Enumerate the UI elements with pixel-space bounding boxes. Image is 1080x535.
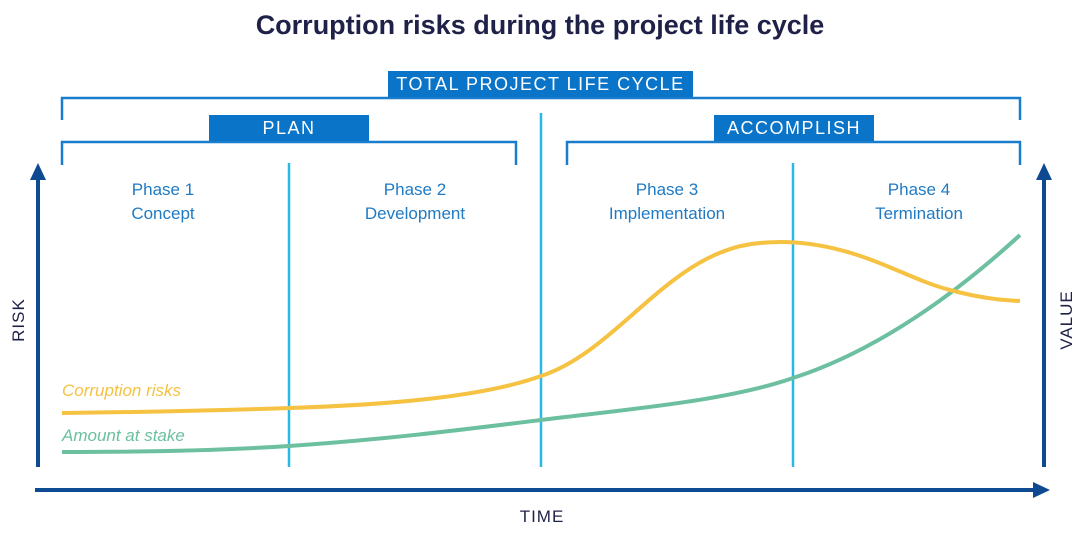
phase-3-name: Phase 3 (635, 180, 699, 199)
corruption-risks-curve (61, 239, 1021, 415)
risk-axis-label: RISK (9, 298, 28, 342)
value-axis-arrow-icon (1036, 163, 1052, 180)
time-axis-label: TIME (519, 507, 565, 526)
accomplish-bracket (565, 140, 1022, 165)
time-axis-arrow-icon (1033, 482, 1050, 498)
phase-1-name: Phase 1 (131, 180, 195, 199)
value-axis-label: VALUE (1057, 290, 1076, 350)
risk-axis-arrow-icon (30, 163, 46, 180)
amount-at-stake-label: Amount at stake (62, 426, 185, 445)
phase-2-label: Phase 2 Development (295, 178, 535, 226)
phase-4-name: Phase 4 (887, 180, 951, 199)
phase-4-label: Phase 4 Termination (799, 178, 1039, 226)
chart-title: Corruption risks during the project life… (255, 10, 825, 40)
phase-2-name: Phase 2 (383, 180, 447, 199)
plan-banner: PLAN (209, 115, 369, 141)
phase-4-title: Termination (875, 204, 963, 223)
corruption-risks-label: Corruption risks (62, 381, 182, 400)
total-bracket (60, 96, 1022, 120)
accomplish-banner: ACCOMPLISH (714, 115, 874, 141)
phase-1-title: Concept (131, 204, 195, 223)
phase-2-title: Development (364, 204, 466, 223)
phase-3-title: Implementation (608, 204, 726, 223)
phase-3-label: Phase 3 Implementation (547, 178, 787, 226)
amount-at-stake-curve (61, 233, 1022, 454)
phase-1-label: Phase 1 Concept (43, 178, 283, 226)
total-project-life-cycle-banner: TOTAL PROJECT LIFE CYCLE (388, 71, 693, 97)
plan-bracket (60, 140, 518, 165)
